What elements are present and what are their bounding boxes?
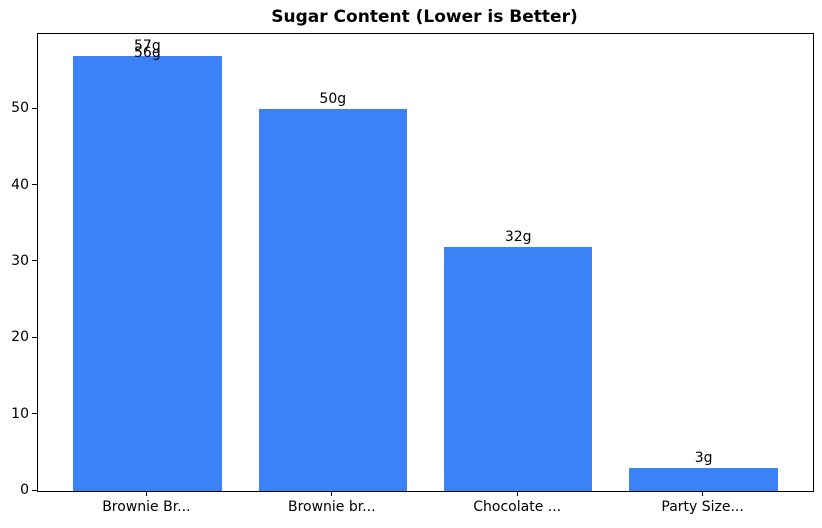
bar <box>444 246 593 491</box>
y-tick-label: 40 <box>11 176 29 193</box>
y-tick-mark <box>32 260 37 262</box>
bar-value-label: 32g <box>504 228 532 245</box>
bar <box>258 109 407 491</box>
chart-title: Sugar Content (Lower is Better) <box>271 7 578 27</box>
y-tick-label: 10 <box>11 405 29 422</box>
x-tick-mark <box>331 491 333 496</box>
bar-value-label: 57g <box>134 37 161 54</box>
bar <box>629 468 778 491</box>
bar-value-label: 3g <box>694 450 713 467</box>
plot-area: 57g 56g 50g 32g 3g <box>37 33 814 492</box>
x-tick-mark <box>145 491 147 496</box>
x-tick-mark <box>516 491 518 496</box>
y-tick-label: 20 <box>11 329 29 346</box>
x-category-label: Brownie Br... <box>102 499 191 515</box>
x-tick-mark <box>702 491 704 496</box>
y-tick-mark <box>32 107 37 109</box>
y-tick-mark <box>32 336 37 338</box>
y-tick-mark <box>32 184 37 186</box>
x-category-label: Brownie br... <box>287 499 376 515</box>
y-tick-mark <box>32 489 37 491</box>
x-category-label: Chocolate ... <box>473 499 562 515</box>
y-tick-label: 30 <box>11 252 29 269</box>
bar-value-label: 50g <box>319 91 347 108</box>
y-tick-label: 0 <box>20 482 29 498</box>
bar <box>73 63 222 491</box>
y-tick-label: 50 <box>11 100 29 117</box>
y-tick-mark <box>32 413 37 415</box>
bar-value-label: 56g <box>134 45 161 62</box>
x-category-label: Party Size... <box>661 499 744 515</box>
